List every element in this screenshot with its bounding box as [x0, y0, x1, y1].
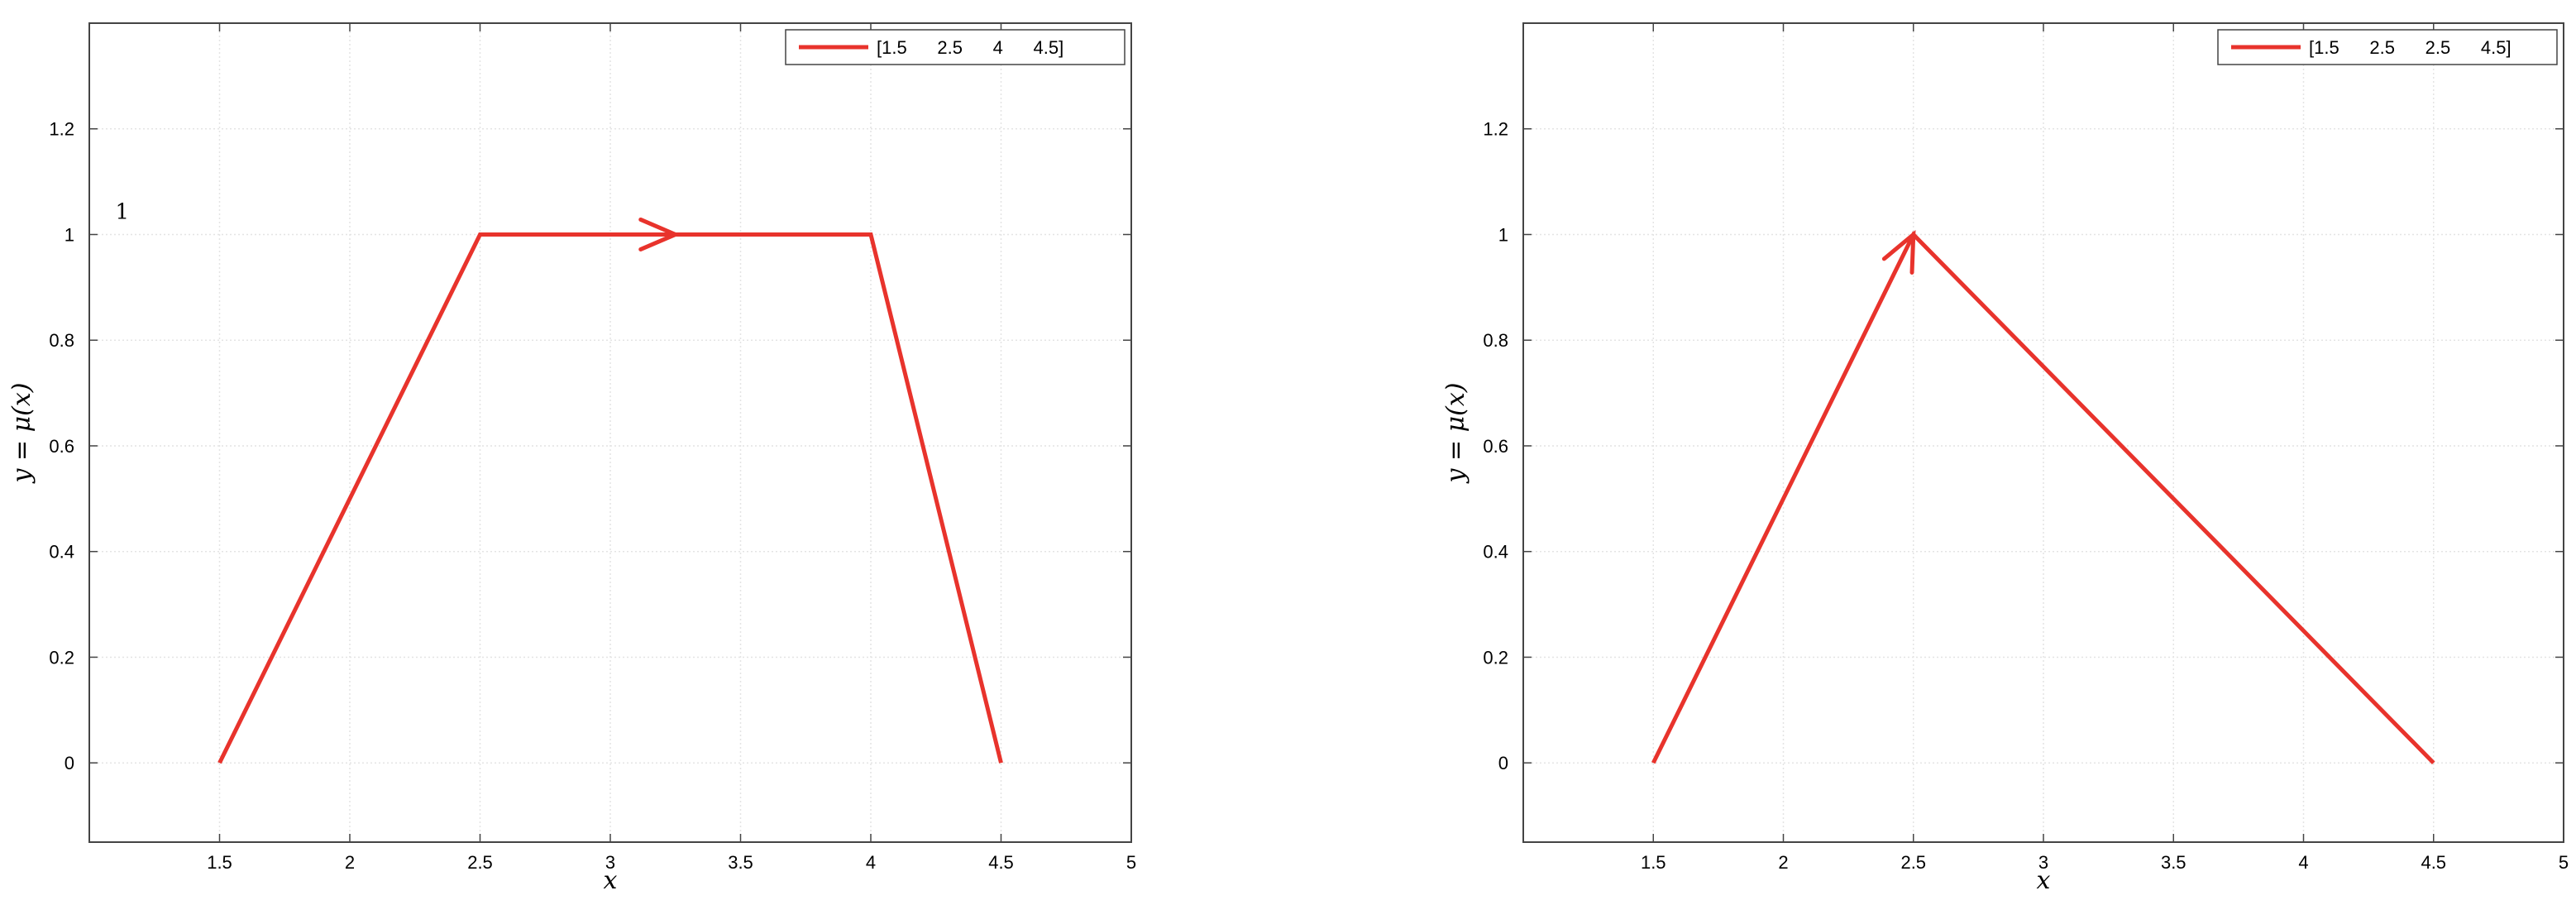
x-tick-label: 1.5	[207, 852, 232, 873]
x-tick-label: 5	[1126, 852, 1136, 873]
legend: [1.5 2.5 2.5 4.5]	[2217, 29, 2558, 65]
y-tick-label: 0.2	[49, 647, 74, 668]
y-tick-label: 0.6	[49, 436, 74, 457]
x-tick-label: 1.5	[1641, 852, 1666, 873]
y-tick-label: 0.8	[1483, 330, 1508, 351]
x-tick-label: 3	[605, 852, 615, 873]
x-tick-label: 3	[2038, 852, 2048, 873]
x-tick-label: 2	[1778, 852, 1788, 873]
left-chart: 1.5 2 2.5 3 3.5 4 4.5 5 0 0.2 0.4 0.6 0.8 1 1.2 x y = μ(…	[7, 22, 1136, 895]
x-tick-label: 3.5	[2161, 852, 2186, 873]
x-axis-label: x	[2037, 866, 2051, 895]
y-axis-label: y = μ(x)	[7, 383, 36, 485]
x-tick-label: 4.5	[2421, 852, 2446, 873]
y-tick-label: 0.2	[1483, 647, 1508, 668]
y-tick-label: 0	[65, 753, 74, 773]
y-tick-label: 0.8	[49, 330, 74, 351]
x-tick-label: 4.5	[988, 852, 1014, 873]
x-tick-label: 4	[2298, 852, 2308, 873]
x-tick-label: 3.5	[728, 852, 753, 873]
x-tick-label: 2	[345, 852, 355, 873]
y-tick-label: 0	[1498, 753, 1508, 773]
x-tick-label: 2.5	[1900, 852, 1926, 873]
x-tick-label: 2.5	[467, 852, 493, 873]
x-tick-label: 4	[866, 852, 876, 873]
annotation-label: 1	[116, 199, 130, 224]
y-tick-label: 1.2	[49, 119, 74, 140]
right-chart: 1.5 2 2.5 3 3.5 4 4.5 5 0 0.2 0.4 0.6 0.8 1 1.2 x y = μ(…	[1441, 22, 2569, 895]
legend: [1.5 2.5 4 4.5]	[785, 29, 1126, 65]
y-tick-label: 1.2	[1483, 119, 1508, 140]
y-tick-label: 1	[65, 224, 74, 245]
x-tick-label: 5	[2559, 852, 2569, 873]
y-tick-label: 0.4	[49, 542, 74, 563]
legend-label: [1.5 2.5 2.5 4.5]	[2309, 37, 2511, 58]
y-axis-label: y = μ(x)	[1441, 383, 1470, 485]
y-tick-label: 0.6	[1483, 436, 1508, 457]
direction-arrow	[638, 217, 681, 251]
legend-label: [1.5 2.5 4 4.5]	[877, 37, 1063, 58]
direction-arrow	[1881, 229, 1916, 275]
y-tick-label: 0.4	[1483, 542, 1508, 563]
y-tick-label: 1	[1498, 224, 1508, 245]
x-axis-label: x	[604, 866, 618, 895]
